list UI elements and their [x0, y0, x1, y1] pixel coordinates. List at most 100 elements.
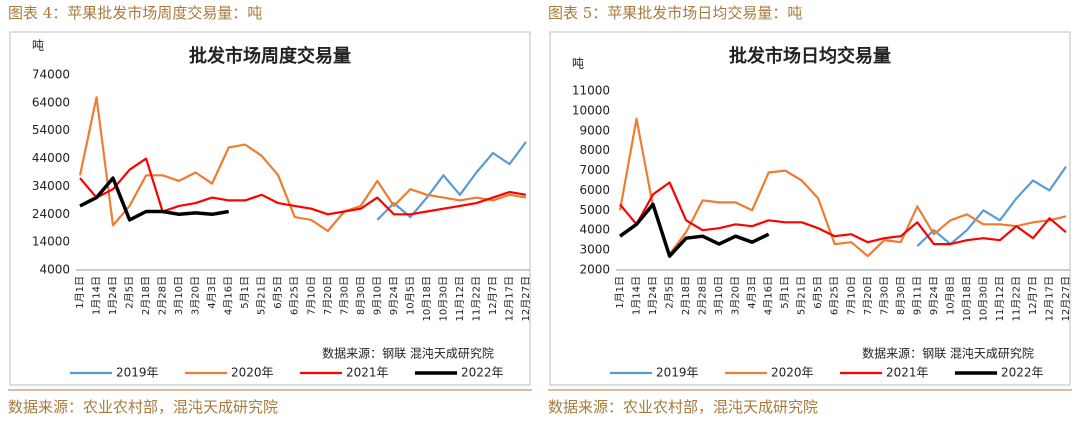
x-tick-label: 4月16日 — [223, 276, 235, 315]
series-line — [376, 141, 527, 221]
y-tick-label: 6000 — [579, 183, 610, 197]
x-tick-label: 11月12日 — [454, 276, 466, 321]
y-tick-label: 8000 — [579, 143, 610, 157]
x-tick-label: 11月22日 — [1010, 276, 1022, 321]
chart-title: 批发市场周度交易量 — [189, 45, 351, 67]
series-line — [78, 96, 527, 233]
x-tick-label: 5月1日 — [239, 276, 251, 309]
y-tick-label: 11000 — [572, 84, 610, 98]
x-tick-label: 4月3日 — [746, 276, 758, 309]
y-tick-label: 34000 — [32, 179, 70, 193]
legend-label: 2022年 — [461, 366, 504, 380]
x-tick-label: 1月14日 — [91, 276, 103, 315]
x-tick-label: 6月5日 — [272, 276, 284, 309]
y-tick-label: 3000 — [579, 243, 610, 257]
x-tick-label: 7月10日 — [845, 276, 857, 315]
x-tick-label: 7月10日 — [305, 276, 317, 315]
series-line — [79, 157, 527, 216]
x-tick-label: 10月5日 — [404, 276, 416, 315]
x-tick-label: 6月25日 — [829, 276, 841, 315]
legend-label: 2021年 — [886, 366, 929, 380]
y-tick-label: 4000 — [39, 263, 70, 277]
x-tick-label: 11月22日 — [470, 276, 482, 321]
y-tick-label: 2000 — [579, 263, 610, 277]
y-tick-label: 7000 — [579, 163, 610, 177]
x-tick-label: 1月1日 — [74, 276, 86, 309]
x-tick-label: 6月25日 — [289, 276, 301, 315]
x-tick-label: 9月24日 — [388, 276, 400, 315]
y-tick-label: 24000 — [32, 207, 70, 221]
x-tick-label: 7月30日 — [338, 276, 350, 315]
x-tick-label: 4月3日 — [206, 276, 218, 309]
x-tick-label: 10月30日 — [437, 276, 449, 321]
x-tick-label: 10月30日 — [977, 276, 989, 321]
series-line — [619, 181, 1067, 246]
x-tick-label: 12月7日 — [1027, 276, 1039, 315]
y-tick-label: 64000 — [32, 95, 70, 109]
y-tick-label: 9000 — [579, 123, 610, 137]
x-tick-label: 2月5日 — [664, 276, 676, 309]
x-tick-label: 5月21日 — [796, 276, 808, 315]
y-tick-label: 74000 — [32, 68, 70, 82]
x-tick-label: 3月10日 — [713, 276, 725, 315]
source-note: 数据来源：钢联 混沌天成研究院 — [322, 346, 494, 361]
x-tick-label: 2月28日 — [157, 276, 169, 315]
x-tick-label: 9月10日 — [371, 276, 383, 315]
chart-frame — [9, 31, 531, 386]
series-line — [618, 117, 1067, 258]
chart-title: 批发市场日均交易量 — [729, 45, 891, 67]
x-tick-label: 2月5日 — [124, 276, 136, 309]
y-tick-label: 10000 — [572, 103, 610, 117]
footer: 数据来源：农业农村部，混沌天成研究院 — [8, 398, 278, 416]
legend-label: 2019年 — [116, 366, 159, 380]
x-tick-label: 7月20日 — [862, 276, 874, 315]
source-note: 数据来源：钢联 混沌天成研究院 — [862, 346, 1034, 361]
x-tick-label: 8月30日 — [355, 276, 367, 315]
x-tick-label: 10月8日 — [944, 276, 956, 315]
x-tick-label: 1月1日 — [614, 276, 626, 309]
x-tick-label: 5月1日 — [779, 276, 791, 309]
x-tick-label: 7月30日 — [878, 276, 890, 315]
x-tick-label: 12月7日 — [487, 276, 499, 315]
legend-label: 2020年 — [231, 366, 274, 380]
x-tick-label: 7月20日 — [322, 276, 334, 315]
x-tick-label: 3月10日 — [173, 276, 185, 315]
x-tick-label: 12月17日 — [503, 276, 515, 321]
y-tick-label: 14000 — [32, 235, 70, 249]
x-tick-label: 1月24日 — [107, 276, 119, 315]
x-tick-label: 2月18日 — [680, 276, 692, 315]
x-tick-label: 4月16日 — [763, 276, 775, 315]
legend-label: 2021年 — [346, 366, 389, 380]
x-tick-label: 2月28日 — [697, 276, 709, 315]
legend-label: 2022年 — [1001, 366, 1044, 380]
y-tick-label: 44000 — [32, 151, 70, 165]
y-tick-label: 54000 — [32, 123, 70, 137]
x-tick-label: 3月20日 — [190, 276, 202, 315]
y-tick-label: 5000 — [579, 203, 610, 217]
x-tick-label: 9月11日 — [911, 276, 923, 315]
legend-label: 2019年 — [656, 366, 699, 380]
x-tick-label: 8月30日 — [895, 276, 907, 315]
y-axis-label: 吨 — [572, 57, 584, 71]
x-tick-label: 3月20日 — [730, 276, 742, 315]
x-tick-label: 12月27日 — [520, 276, 532, 321]
x-tick-label: 9月24日 — [928, 276, 940, 315]
x-tick-label: 5月21日 — [256, 276, 268, 315]
x-tick-label: 12月27日 — [1060, 276, 1072, 321]
x-tick-label: 6月5日 — [812, 276, 824, 309]
x-tick-label: 10月18日 — [961, 276, 973, 321]
y-tick-label: 4000 — [579, 223, 610, 237]
footer: 数据来源：农业农村部，混沌天成研究院 — [548, 398, 818, 416]
series-line — [916, 165, 1067, 247]
x-tick-label: 10月18日 — [421, 276, 433, 321]
y-axis-label: 吨 — [32, 39, 44, 53]
x-tick-label: 1月24日 — [647, 276, 659, 315]
x-tick-label: 1月14日 — [631, 276, 643, 315]
figure-caption: 图表 5：苹果批发市场日均交易量：吨 — [548, 4, 802, 22]
series-line — [618, 202, 770, 258]
x-tick-label: 12月17日 — [1043, 276, 1055, 321]
chart-frame — [549, 31, 1071, 386]
